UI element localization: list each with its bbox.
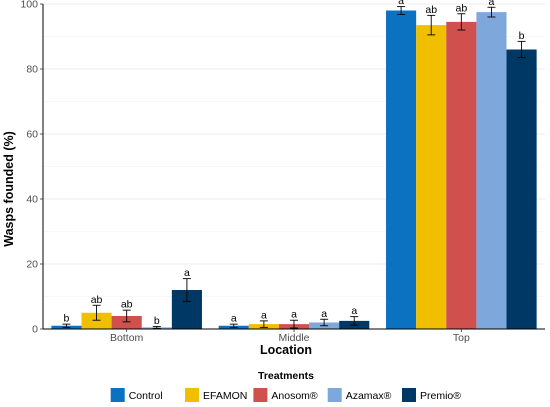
significance-letter: ab bbox=[425, 4, 437, 16]
bar bbox=[386, 10, 417, 329]
legend-swatch bbox=[327, 388, 342, 402]
x-axis-ticks: Bottom Middle Top bbox=[110, 329, 470, 344]
y-tick-label: 40 bbox=[26, 194, 38, 206]
significance-letter: a bbox=[398, 0, 404, 7]
significance-letter: ab bbox=[121, 299, 133, 311]
significance-letter: a bbox=[351, 305, 357, 317]
significance-letter: a bbox=[489, 0, 495, 8]
y-axis-ticks: 0 20 40 60 80 100 bbox=[20, 0, 43, 336]
significance-letter: a bbox=[231, 313, 237, 325]
bar bbox=[81, 312, 112, 329]
x-tick-label: Middle bbox=[279, 332, 310, 344]
bar bbox=[416, 25, 447, 329]
significance-letter: b bbox=[519, 30, 525, 42]
significance-letter: ab bbox=[91, 294, 103, 306]
x-axis-title: Location bbox=[260, 343, 312, 357]
x-tick-label: Top bbox=[453, 332, 470, 344]
legend-items: Control EFAMON Anosom® Azamax® Premio® bbox=[110, 388, 461, 402]
legend-label: EFAMON bbox=[203, 390, 247, 402]
y-tick-label: 100 bbox=[20, 0, 38, 11]
legend: Treatments Control EFAMON Anosom® Azamax® Pr… bbox=[110, 370, 461, 402]
y-tick-label: 80 bbox=[26, 64, 38, 76]
legend-label: Control bbox=[129, 390, 163, 402]
y-tick-label: 0 bbox=[32, 324, 38, 336]
legend-swatch bbox=[402, 388, 416, 402]
bar bbox=[446, 21, 477, 329]
significance-letter: b bbox=[154, 315, 160, 327]
bar bbox=[476, 12, 507, 329]
significance-letter: ab bbox=[455, 2, 467, 14]
bars bbox=[51, 10, 537, 329]
legend-swatch bbox=[110, 388, 125, 402]
significance-letter: b bbox=[64, 313, 70, 325]
legend-label: Premio® bbox=[420, 390, 461, 402]
significance-letter: a bbox=[321, 308, 327, 320]
legend-label: Anosom® bbox=[271, 390, 318, 402]
significance-letter: a bbox=[291, 309, 297, 321]
y-axis-title: Wasps founded (%) bbox=[2, 131, 16, 247]
x-tick-label: Bottom bbox=[110, 332, 144, 344]
legend-swatch bbox=[253, 388, 268, 402]
significance-letter: a bbox=[261, 309, 267, 321]
bar bbox=[111, 316, 142, 329]
y-tick-label: 60 bbox=[26, 129, 38, 141]
legend-title: Treatments bbox=[258, 370, 314, 382]
legend-label: Azamax® bbox=[346, 390, 392, 402]
bar bbox=[506, 49, 537, 329]
error-bars bbox=[62, 6, 526, 329]
legend-swatch bbox=[185, 388, 199, 402]
y-tick-label: 20 bbox=[26, 259, 38, 271]
significance-letter: a bbox=[184, 267, 190, 279]
